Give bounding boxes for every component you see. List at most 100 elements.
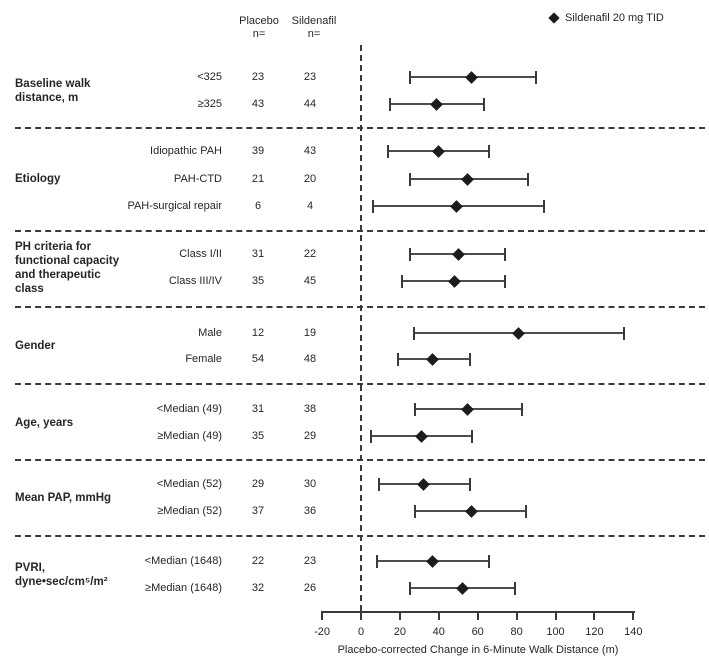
ci-cap-right [513,581,516,595]
group-label: Etiology [15,172,61,185]
ci-cap-right [542,199,545,213]
x-tick-label: 60 [471,626,484,638]
group-separator [15,127,705,129]
ci-cap-right [503,274,506,288]
x-tick-label: 0 [357,626,365,638]
x-tick [554,611,557,620]
placebo-n: 39 [251,145,265,157]
ci-cap-left [408,70,411,84]
x-tick-label: 40 [432,626,445,638]
placebo-n: 54 [251,353,265,365]
ci-cap-right [488,144,491,158]
ci-cap-left [371,199,374,213]
sildenafil-n: 38 [303,403,317,415]
zero-reference-line [360,45,362,611]
group-label: Mean PAP, mmHg [15,491,112,504]
subgroup-label: ≥Median (52) [157,505,222,517]
sildenafil-n: 45 [303,275,317,287]
x-tick-label: 120 [585,626,604,638]
placebo-n: 31 [251,248,265,260]
x-tick [515,611,518,620]
ci-cap-left [396,352,399,366]
sildenafil-n: 43 [303,145,317,157]
subgroup-label: Idiopathic PAH [150,145,222,157]
subgroup-label: <Median (1648) [144,555,222,567]
group-separator [15,459,705,461]
legend-label: Sildenafil 20 mg TID [565,12,664,24]
x-tick-label: -20 [314,626,331,638]
ci-cap-right [525,504,528,518]
ci-cap-left [408,172,411,186]
subgroup-label: ≥Median (1648) [145,582,222,594]
sildenafil-n: 4 [306,200,314,212]
placebo-n: 21 [251,173,265,185]
group-label: PVRI, dyne•sec/cm⁵/m² [15,561,108,588]
ci-cap-right [468,352,471,366]
group-label: Gender [15,340,56,352]
ci-cap-right [468,477,471,491]
ci-cap-left [369,429,372,443]
sildenafil-n: 23 [303,71,317,83]
sildenafil-n: 36 [303,505,317,517]
group-separator [15,383,705,385]
sildenafil-n: 22 [303,248,317,260]
placebo-n: 23 [251,71,265,83]
subgroup-label: Male [198,327,222,339]
ci-cap-right [527,172,530,186]
placebo-n: 6 [254,200,262,212]
legend: Sildenafil 20 mg TID [548,12,664,24]
placebo-n: 43 [251,98,265,110]
placebo-n: 22 [251,555,265,567]
estimate-diamond [465,70,479,84]
sildenafil-n: 26 [303,582,317,594]
estimate-diamond [416,477,430,491]
group-separator [15,306,705,308]
x-tick [360,611,362,620]
column-header-sildenafil: Sildenafil n= [291,15,337,40]
subgroup-label: <325 [197,71,222,83]
ci-cap-left [408,581,411,595]
estimate-diamond [414,429,428,443]
sildenafil-n: 30 [303,478,317,490]
placebo-n: 31 [251,403,265,415]
x-tick-label: 20 [393,626,407,638]
x-tick [632,611,635,620]
ci-cap-right [521,402,524,416]
estimate-diamond [512,326,525,340]
x-tick [321,611,324,620]
ci-cap-right [482,97,485,111]
placebo-n: 29 [251,478,265,490]
x-axis-title: Placebo-corrected Change in 6-Minute Wal… [337,644,619,656]
x-tick [593,611,596,620]
group-label: Baseline walk distance, m [15,77,91,104]
ci-cap-left [412,326,415,340]
column-header-placebo: Placebo n= [239,15,279,40]
subgroup-label: Class I/II [179,248,222,260]
ci-cap-right [622,326,625,340]
sildenafil-n: 48 [303,353,317,365]
placebo-n: 35 [251,430,265,442]
group-label: Age, years [15,416,74,429]
x-tick [476,611,479,620]
ci-cap-left [389,97,392,111]
placebo-n: 32 [251,582,265,594]
x-tick-label: 80 [510,626,523,638]
estimate-diamond [449,199,463,213]
ci-cap-left [400,274,403,288]
subgroup-label: ≥325 [197,98,222,110]
subgroup-label: <Median (49) [156,403,222,415]
ci-cap-left [377,477,380,491]
x-tick-label: 140 [624,626,643,638]
sildenafil-n: 29 [303,430,317,442]
sildenafil-n: 23 [303,555,317,567]
sildenafil-n: 19 [303,327,317,339]
subgroup-label: ≥Median (49) [157,430,222,442]
estimate-diamond [432,144,446,158]
estimate-diamond [426,554,440,568]
subgroup-label: PAH-CTD [173,173,222,185]
sildenafil-n: 20 [303,173,317,185]
legend-diamond-icon [548,12,560,24]
ci-cap-right [535,70,538,84]
subgroup-label: <Median (52) [156,478,222,490]
ci-cap-left [414,402,417,416]
